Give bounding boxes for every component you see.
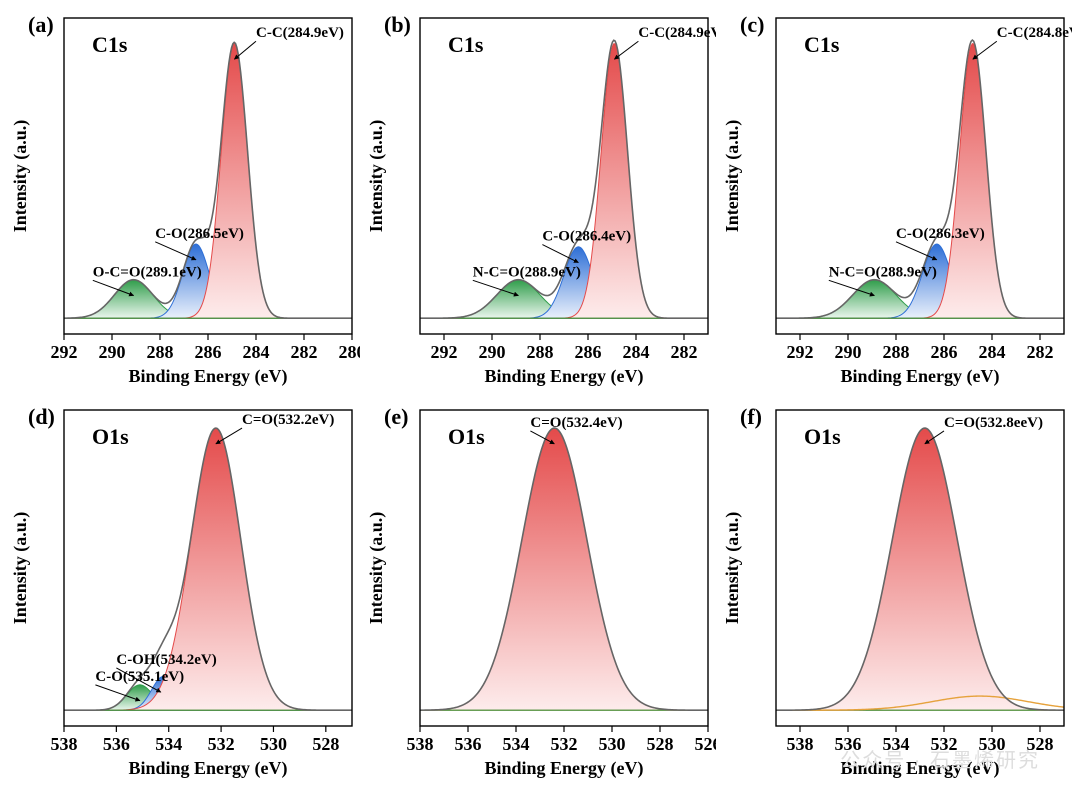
xtick-label: 534: [155, 734, 182, 754]
panel-title: C1s: [448, 32, 484, 57]
peak-1: [776, 244, 1064, 318]
xtick-label: 282: [291, 342, 318, 362]
annotation-label: C-C(284.9eV): [256, 25, 344, 41]
annotation-label: C-O(286.5eV): [155, 226, 244, 242]
annotation-label: C-O(286.4eV): [542, 229, 631, 245]
panel-f: 538 536 534 532 530 528 Binding Energy (eV) In…: [720, 400, 1072, 788]
xtick-label: 286: [575, 342, 602, 362]
annotation-label: O-C=O(289.1eV): [93, 264, 202, 280]
xtick-label: 530: [979, 734, 1006, 754]
xtick-label: 528: [647, 734, 674, 754]
y-axis-label: Intensity (a.u.): [366, 512, 387, 625]
y-axis-label: Intensity (a.u.): [10, 512, 31, 625]
xtick-label: 290: [99, 342, 126, 362]
annotation-label: C=O(532.8eeV): [944, 415, 1043, 431]
xtick-label: 538: [787, 734, 814, 754]
xtick-label: 284: [623, 342, 650, 362]
xtick-label: 530: [599, 734, 626, 754]
xps-panel: 538 536 534 532 530 528 Binding Energy (eV) In…: [720, 400, 1072, 788]
annotation-label: N-C=O(288.9eV): [473, 264, 581, 280]
xtick-label: 532: [931, 734, 958, 754]
xtick-label: 284: [243, 342, 270, 362]
x-axis-label: Binding Energy (eV): [840, 366, 999, 387]
annotation-label: C-OH(534.2eV): [116, 652, 216, 668]
annotation-label: C-O(286.3eV): [896, 226, 985, 242]
x-axis-label: Binding Energy (eV): [128, 758, 287, 779]
panel-title: O1s: [448, 424, 485, 449]
xps-panel: 292 290 288 286 284 282 Binding Energy (eV) In…: [364, 8, 716, 396]
y-axis-label: Intensity (a.u.): [722, 512, 743, 625]
peak-0: [420, 428, 708, 710]
xtick-label: 282: [1027, 342, 1054, 362]
xtick-label: 536: [835, 734, 862, 754]
panel-d: 538 536 534 532 530 528 Binding Energy (eV) In…: [8, 400, 360, 788]
panel-title: O1s: [804, 424, 841, 449]
xtick-label: 286: [195, 342, 222, 362]
panel-letter: (d): [28, 404, 55, 429]
xtick-label: 528: [1027, 734, 1054, 754]
xtick-label: 534: [883, 734, 910, 754]
xtick-label: 286: [931, 342, 958, 362]
panel-letter: (e): [384, 404, 408, 429]
xtick-label: 526: [695, 734, 717, 754]
xtick-label: 288: [527, 342, 554, 362]
xtick-label: 534: [503, 734, 530, 754]
panel-letter: (a): [28, 12, 54, 37]
panel-letter: (c): [740, 12, 764, 37]
xps-panel: 538 536 534 532 530 528 Binding Energy (eV) In…: [8, 400, 360, 788]
annotation-label: C=O(532.2eV): [242, 412, 334, 428]
annotation-label: C-O(535.1eV): [95, 669, 184, 685]
panel-letter: (f): [740, 404, 762, 429]
annotation-label: C-C(284.8eV): [997, 25, 1072, 41]
peak-1: [420, 247, 708, 318]
xtick-label: 538: [407, 734, 434, 754]
xtick-label: 532: [208, 734, 235, 754]
xtick-label: 290: [479, 342, 506, 362]
xtick-label: 532: [551, 734, 578, 754]
xtick-label: 292: [431, 342, 458, 362]
annotation-label: C=O(532.4eV): [530, 415, 622, 431]
y-axis-label: Intensity (a.u.): [722, 120, 743, 233]
xps-panel: 292 290 288 286 284 282 Binding Energy (eV) In…: [720, 8, 1072, 396]
panel-c: 292 290 288 286 284 282 Binding Energy (eV) In…: [720, 8, 1072, 396]
xtick-label: 280: [339, 342, 361, 362]
xtick-label: 288: [147, 342, 174, 362]
panel-title: C1s: [92, 32, 128, 57]
xtick-label: 292: [787, 342, 814, 362]
xtick-label: 288: [883, 342, 910, 362]
xtick-label: 282: [671, 342, 698, 362]
xtick-label: 536: [455, 734, 482, 754]
panel-letter: (b): [384, 12, 411, 37]
panel-title: O1s: [92, 424, 129, 449]
x-axis-label: Binding Energy (eV): [128, 366, 287, 387]
figure-grid: 292 290 288 286 284 282 280 Binding Energy (eV…: [8, 8, 1072, 788]
y-axis-label: Intensity (a.u.): [10, 120, 31, 233]
xtick-label: 538: [51, 734, 78, 754]
xtick-label: 530: [260, 734, 287, 754]
xps-panel: 292 290 288 286 284 282 280 Binding Energy (eV…: [8, 8, 360, 396]
panel-e: 538 536 534 532 530 528 526 Binding Energy (eV…: [364, 400, 716, 788]
panel-title: C1s: [804, 32, 840, 57]
y-axis-label: Intensity (a.u.): [366, 120, 387, 233]
annotation-label: C-C(284.9eV): [638, 25, 716, 41]
xtick-label: 536: [103, 734, 130, 754]
panel-b: 292 290 288 286 284 282 Binding Energy (eV) In…: [364, 8, 716, 396]
x-axis-label: Binding Energy (eV): [840, 758, 999, 779]
x-axis-label: Binding Energy (eV): [484, 758, 643, 779]
xtick-label: 292: [51, 342, 78, 362]
xps-panel: 538 536 534 532 530 528 526 Binding Energy (eV…: [364, 400, 716, 788]
peak-0: [776, 428, 1064, 710]
xtick-label: 284: [979, 342, 1006, 362]
xtick-label: 290: [835, 342, 862, 362]
panel-a: 292 290 288 286 284 282 280 Binding Energy (eV…: [8, 8, 360, 396]
annotation-label: N-C=O(288.9eV): [829, 264, 937, 280]
x-axis-label: Binding Energy (eV): [484, 366, 643, 387]
xtick-label: 528: [312, 734, 339, 754]
